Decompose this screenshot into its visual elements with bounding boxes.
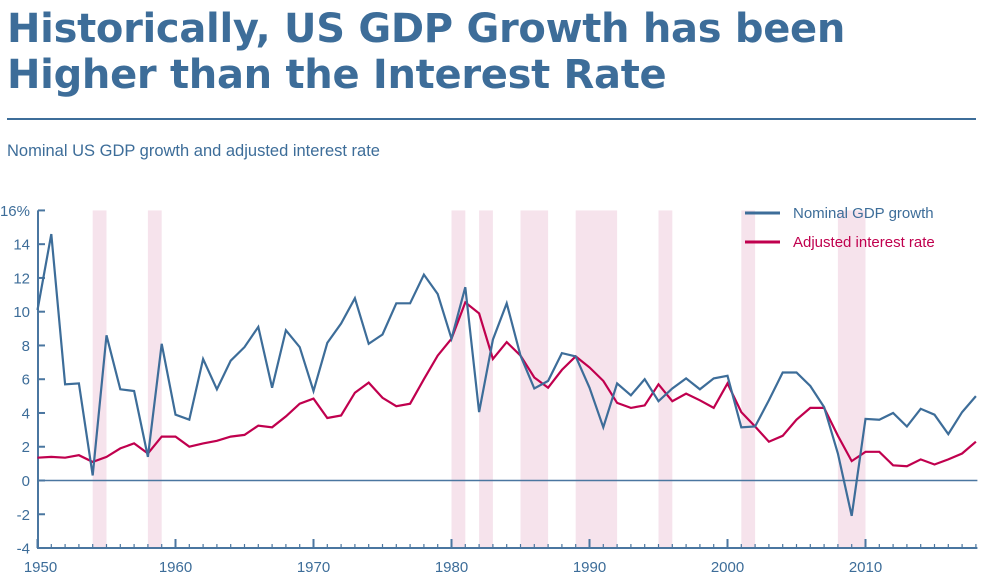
x-tick-label: 1960: [159, 559, 192, 576]
x-tick-label: 1980: [435, 559, 468, 576]
title-line-2: Higher than the Interest Rate: [7, 52, 667, 98]
shaded-period: [92, 210, 107, 549]
chart-subtitle: Nominal US GDP growth and adjusted inter…: [7, 142, 380, 160]
shaded-periods: [92, 210, 866, 549]
legend: Nominal GDP growth Adjusted interest rat…: [745, 205, 935, 251]
shaded-period: [520, 210, 549, 549]
x-tick-label: 2000: [711, 559, 744, 576]
series-lines: [36, 233, 977, 517]
y-tick-label: 6: [22, 372, 30, 389]
y-tick-label: 0: [22, 473, 30, 490]
shaded-period: [451, 210, 466, 549]
shaded-period: [575, 210, 618, 549]
y-tick-label: 8: [22, 338, 30, 355]
x-tick-label: 2010: [849, 559, 882, 576]
title-line-1: Historically, US GDP Growth has been: [7, 6, 846, 52]
axes: -4 -2 0 2 4 6 8 10 12 14 16% 1950 1960 1970 1980 1990 20…: [0, 203, 978, 576]
shaded-period: [147, 210, 162, 549]
x-tick-label: 1970: [297, 559, 330, 576]
series-line-gdp: [36, 233, 977, 517]
y-tick-label: 14: [13, 237, 30, 254]
series-line-interest: [37, 300, 977, 468]
legend-label-gdp: Nominal GDP growth: [793, 205, 934, 222]
x-tick-label: 1950: [24, 559, 57, 576]
y-tick-label: 12: [13, 270, 30, 287]
y-tick-label: 10: [13, 304, 30, 321]
legend-label-interest: Adjusted interest rate: [793, 234, 935, 251]
y-tick-label: 4: [22, 405, 30, 422]
x-tick-label: 1990: [573, 559, 606, 576]
page-title: Historically, US GDP Growth has been Hig…: [7, 6, 987, 98]
y-tick-label: -4: [17, 541, 30, 558]
shaded-period: [741, 210, 756, 549]
y-tick-label: 2: [22, 439, 30, 456]
shaded-period: [837, 210, 866, 549]
y-tick-label: 16%: [0, 203, 30, 220]
y-tick-label: -2: [17, 507, 30, 524]
shaded-period: [658, 210, 673, 549]
title-divider: [7, 118, 976, 120]
